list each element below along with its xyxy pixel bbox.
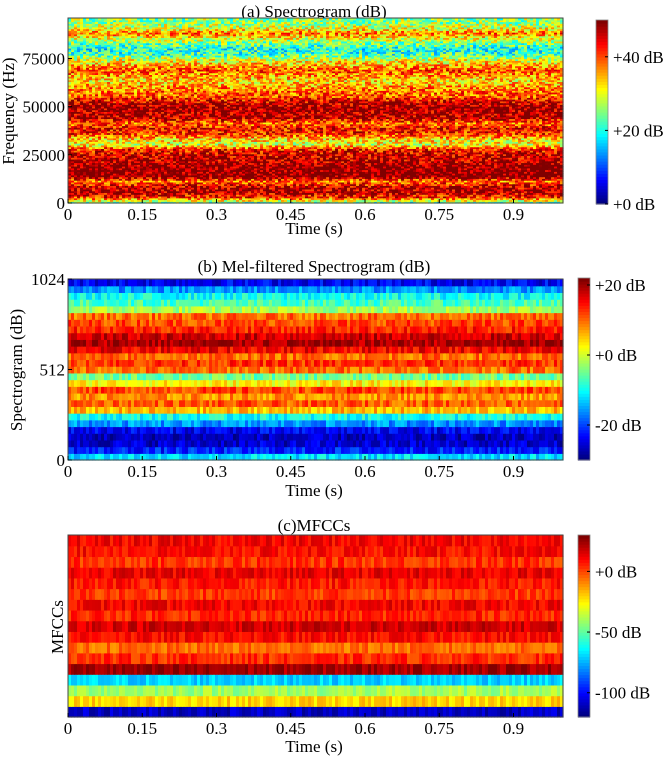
figure: (a) Spectrogram (dB) 0 0.15 0.3 0.45 0.6 0.75… (0, 0, 669, 764)
heatmap-cells (68, 18, 564, 204)
spectrogram-panel: (a) Spectrogram (dB) 0 0.15 0.3 0.45 0.6 0.75… (0, 2, 664, 238)
